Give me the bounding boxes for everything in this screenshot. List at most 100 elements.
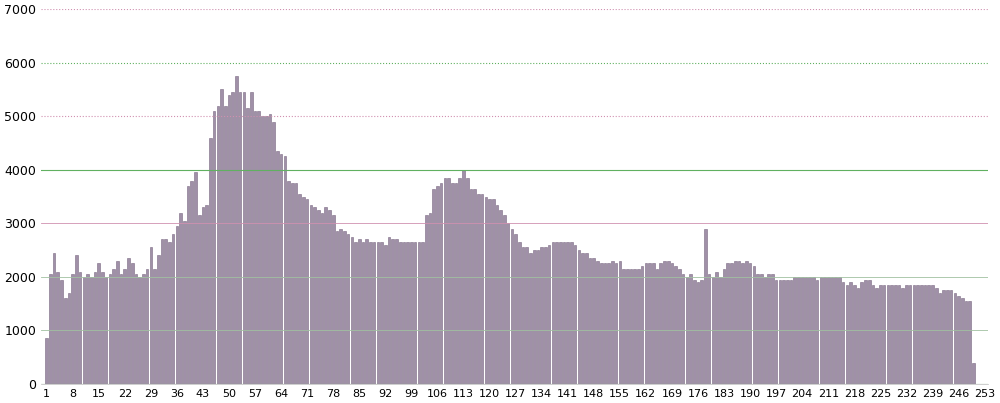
Bar [287,181,290,384]
Bar [645,264,647,384]
Bar [909,285,911,384]
Bar [633,269,636,384]
Bar [749,264,751,384]
Bar [604,264,606,384]
Bar [351,237,353,384]
Bar [600,264,603,384]
Bar [466,178,469,384]
Bar [94,272,96,384]
Bar [123,269,126,384]
Bar [704,229,707,384]
Bar [648,264,651,384]
Bar [49,274,52,384]
Bar [373,242,375,384]
Bar [622,269,625,384]
Bar [883,285,885,384]
Bar [641,266,643,384]
Bar [146,269,148,384]
Bar [853,285,856,384]
Bar [663,261,666,384]
Bar [499,210,502,384]
Bar [514,234,517,384]
Bar [444,178,446,384]
Bar [786,280,789,384]
Bar [838,277,841,384]
Bar [239,92,241,384]
Bar [336,231,338,384]
Bar [693,280,696,384]
Bar [715,272,718,384]
Bar [142,274,145,384]
Bar [875,288,878,384]
Bar [957,296,960,384]
Bar [60,280,63,384]
Bar [302,197,305,384]
Bar [913,285,915,384]
Bar [879,285,882,384]
Bar [477,194,480,384]
Bar [503,215,506,384]
Bar [630,269,632,384]
Bar [365,239,368,384]
Bar [384,245,387,384]
Bar [179,213,182,384]
Bar [790,280,792,384]
Bar [347,234,349,384]
Bar [105,277,107,384]
Bar [161,239,163,384]
Bar [380,242,383,384]
Bar [563,242,565,384]
Bar [734,261,737,384]
Bar [97,264,100,384]
Bar [820,277,822,384]
Bar [328,210,331,384]
Bar [388,237,390,384]
Bar [79,272,81,384]
Bar [168,242,171,384]
Bar [399,242,402,384]
Bar [946,290,949,384]
Bar [671,264,673,384]
Bar [581,253,584,384]
Bar [436,186,439,384]
Bar [712,277,714,384]
Bar [954,293,956,384]
Bar [190,181,193,384]
Bar [667,261,670,384]
Bar [846,285,848,384]
Bar [894,285,897,384]
Bar [797,277,800,384]
Bar [447,178,450,384]
Bar [812,277,815,384]
Bar [250,92,253,384]
Bar [358,239,361,384]
Bar [764,277,766,384]
Bar [71,274,74,384]
Bar [544,247,547,384]
Bar [726,264,729,384]
Bar [172,234,174,384]
Bar [700,280,703,384]
Bar [421,242,424,384]
Bar [224,106,227,384]
Bar [626,269,629,384]
Bar [965,301,967,384]
Bar [823,277,826,384]
Bar [213,111,215,384]
Bar [887,285,889,384]
Bar [767,274,770,384]
Bar [306,199,308,384]
Bar [689,274,692,384]
Bar [64,298,67,384]
Bar [45,339,48,384]
Bar [834,277,837,384]
Bar [935,288,938,384]
Bar [652,264,655,384]
Bar [310,205,312,384]
Bar [775,280,777,384]
Bar [198,215,201,384]
Bar [827,277,830,384]
Bar [849,282,852,384]
Bar [246,108,249,384]
Bar [555,242,558,384]
